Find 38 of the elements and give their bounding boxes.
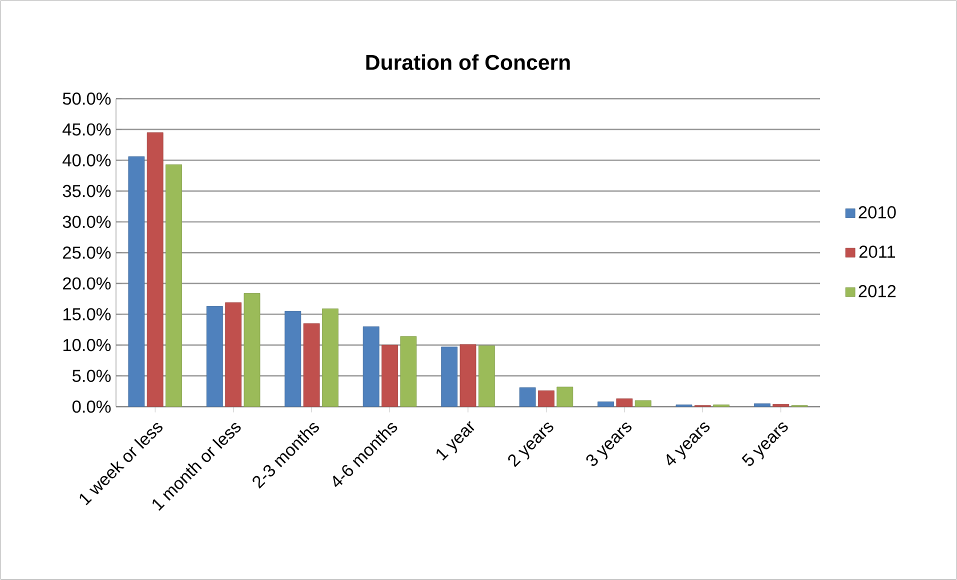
- y-tick-label: 35.0%: [62, 184, 111, 198]
- bar: [206, 306, 223, 407]
- bar: [303, 323, 320, 407]
- bar: [556, 386, 574, 407]
- bar: [146, 132, 164, 407]
- y-tick-label: 15.0%: [63, 308, 111, 320]
- bar: [519, 387, 536, 407]
- bar: [478, 345, 495, 407]
- y-tick-label: 25.0%: [63, 246, 111, 259]
- y-tick-label: 45.0%: [62, 123, 111, 136]
- bar: [382, 344, 398, 407]
- bar: [598, 402, 614, 407]
- chart-title: Duration of Concern: [366, 54, 570, 70]
- bar: [128, 156, 145, 407]
- bar: [441, 346, 458, 407]
- bar: [244, 293, 260, 407]
- y-tick-label: 10.0%: [63, 338, 111, 352]
- bar: [400, 336, 417, 407]
- bar: [634, 400, 652, 407]
- bar: [460, 344, 476, 407]
- bar: [362, 326, 380, 407]
- y-tick-label: 40.0%: [62, 154, 111, 166]
- bar: [284, 310, 302, 407]
- y-tick-label: 30.0%: [62, 216, 111, 228]
- legend-label: 2011: [859, 246, 895, 258]
- bar: [538, 390, 554, 407]
- y-tick-label: 20.0%: [63, 277, 111, 290]
- bar: [754, 403, 770, 407]
- y-tick-label: 50.0%: [62, 92, 111, 105]
- bar: [225, 302, 242, 407]
- bar: [772, 404, 790, 407]
- bar: [166, 164, 182, 407]
- legend-label: 2010: [858, 206, 896, 218]
- y-tick-label: 5.0%: [72, 370, 111, 382]
- bar: [616, 398, 633, 407]
- bar: [322, 308, 338, 407]
- y-tick-label: 0.0%: [72, 400, 111, 413]
- legend-label: 2012: [858, 285, 896, 298]
